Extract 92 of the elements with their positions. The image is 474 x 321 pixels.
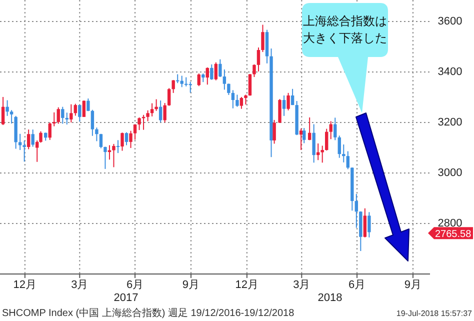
x-tick-label: 6月	[126, 279, 144, 291]
candlestick	[244, 94, 248, 106]
candlestick	[112, 143, 116, 168]
x-tick-label: 9月	[182, 279, 200, 291]
candlestick	[120, 132, 124, 152]
candlestick	[129, 130, 132, 148]
text: 2018	[318, 292, 342, 304]
text: 2765.58	[435, 229, 472, 240]
candlestick	[256, 46, 260, 72]
candlestick	[346, 150, 350, 170]
y-tick-label: 2800	[438, 217, 462, 230]
candlestick	[10, 110, 14, 124]
candlestick	[99, 133, 103, 149]
candlestick	[158, 100, 162, 123]
candlestick	[227, 83, 230, 96]
candlestick	[218, 58, 222, 78]
x-tick-label: 12月	[13, 279, 37, 291]
candlestick	[86, 98, 90, 112]
y-tick-label: 3400	[438, 66, 462, 78]
candlestick	[48, 122, 52, 140]
speech-bubble: 上海総合指数は大きく下落した	[302, 3, 388, 113]
candlestick	[290, 88, 294, 106]
candlestick	[163, 102, 166, 123]
candlestick	[286, 92, 290, 111]
candlestick	[222, 68, 226, 90]
candlestick	[61, 106, 64, 124]
x-tick-label: 3月	[293, 279, 310, 291]
candlestick	[188, 81, 192, 94]
y-tick-label: 3200	[438, 116, 462, 128]
candlestick	[56, 106, 60, 124]
candlestick	[299, 128, 303, 151]
candlestick	[150, 102, 154, 117]
candlestick	[154, 98, 158, 112]
candlestick	[302, 128, 306, 144]
candlestick	[308, 116, 312, 141]
candlestick	[26, 129, 30, 150]
candlestick	[138, 116, 141, 131]
candlestick	[214, 62, 218, 81]
candlestick	[354, 193, 358, 228]
candlestick	[82, 100, 86, 118]
candlestick	[124, 132, 128, 146]
text: 19-Jul-2018 15:57:37	[396, 309, 473, 318]
candlestick	[325, 128, 328, 152]
annotation: 上海総合指数は大きく下落した	[303, 14, 387, 45]
candlestick	[252, 64, 256, 78]
candlestick	[1, 96, 5, 126]
candlestick	[368, 212, 371, 238]
candlestick	[146, 110, 150, 122]
x-tick-label: 9月	[404, 279, 422, 291]
candlestick	[167, 88, 171, 106]
x-tick-label: 12月	[235, 279, 259, 291]
candlestick	[312, 124, 316, 164]
candlestick	[206, 66, 209, 86]
candlestick	[278, 98, 282, 124]
candlestick	[78, 104, 82, 122]
candlestick	[261, 24, 264, 53]
candlestick	[210, 64, 214, 80]
candlestick	[172, 80, 175, 94]
candlestick	[236, 94, 239, 108]
candlestick	[133, 124, 137, 140]
candlestick	[180, 75, 184, 88]
candlestick	[320, 145, 324, 164]
candlestick	[338, 135, 341, 158]
candlestick	[334, 117, 337, 141]
candlestick	[22, 140, 26, 162]
candlestick	[65, 112, 68, 125]
candlestick	[240, 96, 244, 110]
candlestick	[272, 119, 276, 144]
y-tick-label: 3600	[438, 15, 462, 28]
y-tick-label: 3000	[438, 166, 462, 179]
candlestick	[31, 129, 34, 148]
candlestick	[18, 133, 22, 151]
x-tick-label: 6月	[348, 279, 366, 291]
candlestick	[74, 103, 78, 116]
candlestick	[116, 140, 120, 154]
candlestick	[176, 74, 180, 84]
candlestick	[104, 146, 107, 170]
candlestick	[282, 94, 286, 116]
candlestick	[342, 144, 346, 163]
candlestick	[197, 72, 200, 87]
candlestick	[95, 127, 98, 142]
x-tick-label: 3月	[71, 279, 88, 291]
candlestick	[363, 208, 367, 238]
candlestick	[231, 90, 235, 109]
candlestick	[329, 120, 332, 140]
candlestick	[6, 100, 9, 116]
candlestick	[90, 109, 94, 136]
candlestick	[184, 76, 188, 87]
candlestick	[52, 112, 56, 127]
text: 2017	[114, 292, 138, 304]
text: SHCOMP Index (中国 上海総合指数) 週足 19/12/2016-19/12/2018	[2, 307, 295, 319]
candlestick	[70, 104, 73, 123]
